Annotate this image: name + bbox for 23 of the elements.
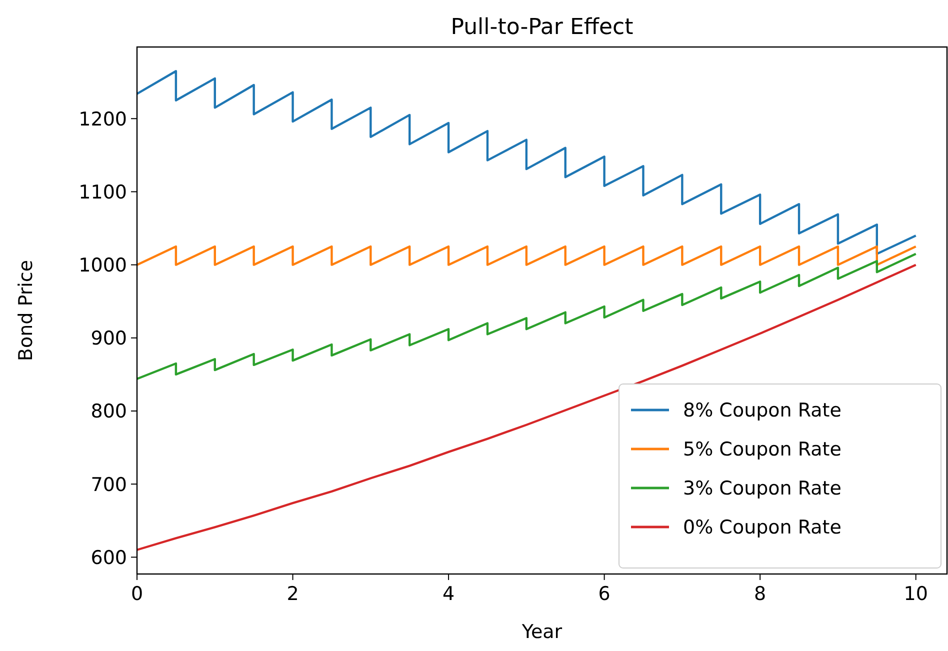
x-tick-label: 6 (598, 583, 610, 605)
legend-label: 3% Coupon Rate (683, 478, 842, 500)
legend-label: 0% Coupon Rate (683, 516, 842, 539)
y-tick-label: 1200 (78, 108, 127, 130)
line-series (136, 70, 917, 255)
x-tick-label: 8 (754, 583, 766, 605)
line-series (136, 252, 917, 380)
y-tick-label: 1000 (78, 254, 127, 276)
y-tick-label: 1100 (78, 181, 127, 204)
y-axis-title: Bond Price (15, 260, 37, 362)
y-tick-label: 800 (90, 400, 127, 423)
x-tick-label: 2 (286, 583, 299, 605)
legend-label: 8% Coupon Rate (683, 400, 842, 422)
x-tick-label: 0 (130, 583, 144, 605)
y-tick-label: 700 (90, 474, 127, 496)
x-tick-label: 10 (904, 583, 928, 605)
legend-label: 5% Coupon Rate (683, 438, 842, 461)
y-tick-label: 900 (90, 328, 127, 350)
x-axis-title: Year (520, 621, 562, 643)
line-series (136, 264, 917, 551)
chart-title: Pull-to-Par Effect (450, 15, 634, 40)
y-tick-label: 600 (90, 546, 127, 569)
x-tick-label: 4 (442, 583, 455, 605)
